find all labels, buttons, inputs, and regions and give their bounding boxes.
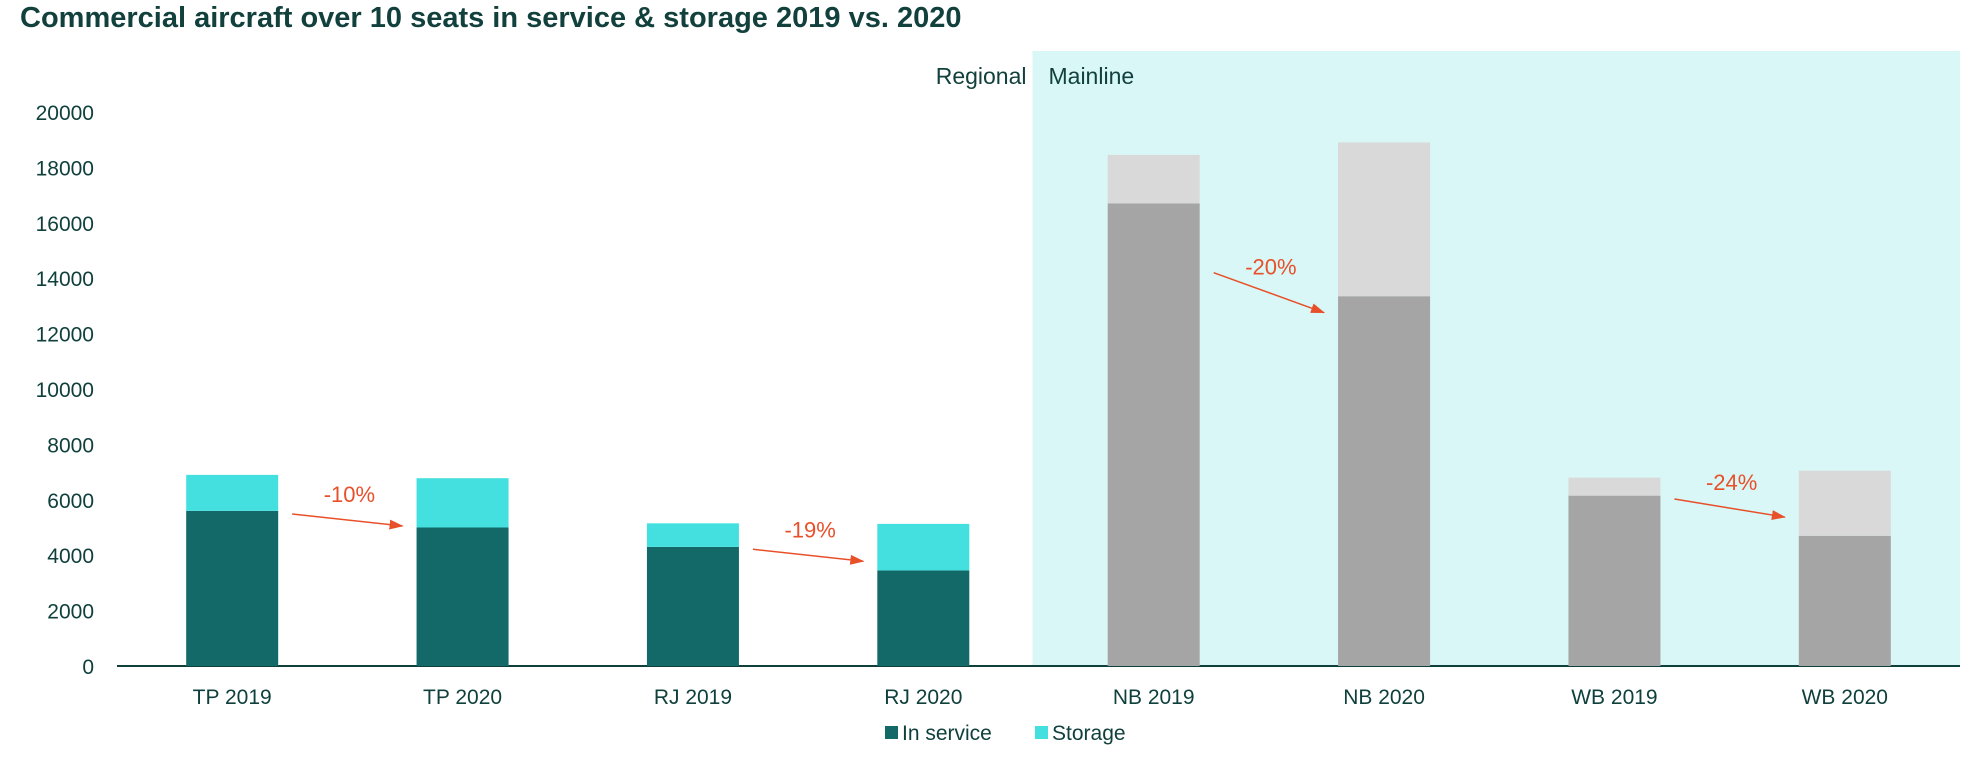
- x-tick-label: RJ 2019: [654, 686, 732, 709]
- change-arrow: [292, 513, 404, 530]
- y-tick-label: 16000: [36, 213, 94, 236]
- bar-in-service: [1798, 535, 1891, 666]
- x-tick-label: TP 2019: [193, 686, 272, 709]
- y-tick-label: 14000: [36, 268, 94, 291]
- x-tick-label: TP 2020: [423, 686, 502, 709]
- bar-storage: [1568, 477, 1661, 496]
- y-tick-label: 18000: [36, 157, 94, 180]
- y-tick-label: 4000: [47, 545, 94, 568]
- change-arrow: [1213, 271, 1326, 314]
- bar-in-service: [1107, 203, 1200, 666]
- change-arrow: [1674, 498, 1786, 520]
- x-tick-label: WB 2019: [1571, 686, 1657, 709]
- segment-label-regional: Regional: [936, 63, 1027, 89]
- bar-storage: [1338, 142, 1431, 297]
- chart-title: Commercial aircraft over 10 seats in ser…: [20, 2, 962, 34]
- bar-in-service: [416, 527, 509, 666]
- y-tick-label: 10000: [36, 379, 94, 402]
- y-tick-label: 12000: [36, 324, 94, 347]
- legend-swatch: [885, 726, 898, 739]
- change-label: -19%: [784, 517, 835, 542]
- bar-in-service: [646, 546, 739, 666]
- y-tick-label: 2000: [47, 601, 94, 624]
- legend-swatch: [1035, 726, 1048, 739]
- bar-storage: [416, 478, 509, 528]
- x-tick-label: WB 2020: [1802, 686, 1888, 709]
- bar-in-service: [1568, 495, 1661, 666]
- y-tick-label: 8000: [47, 434, 94, 457]
- bar-storage: [1798, 470, 1891, 536]
- bar-in-service: [877, 570, 970, 666]
- bar-storage: [186, 474, 279, 511]
- y-tick-label: 6000: [47, 490, 94, 513]
- change-label: -10%: [324, 482, 375, 507]
- x-tick-label: RJ 2020: [884, 686, 962, 709]
- change-label: -24%: [1706, 470, 1757, 495]
- bar-storage: [646, 523, 739, 547]
- legend-label: In service: [902, 722, 992, 745]
- bar-storage: [877, 523, 970, 571]
- x-tick-label: NB 2019: [1113, 686, 1195, 709]
- x-tick-label: NB 2020: [1343, 686, 1425, 709]
- legend-label: Storage: [1052, 722, 1126, 745]
- bar-in-service: [1338, 296, 1431, 666]
- change-label: -20%: [1245, 255, 1296, 280]
- segment-label-mainline: Mainline: [1049, 63, 1135, 89]
- y-tick-label: 0: [82, 656, 94, 679]
- change-arrow: [752, 548, 865, 565]
- y-tick-label: 20000: [36, 102, 94, 125]
- bar-in-service: [186, 510, 279, 666]
- bar-storage: [1107, 154, 1200, 204]
